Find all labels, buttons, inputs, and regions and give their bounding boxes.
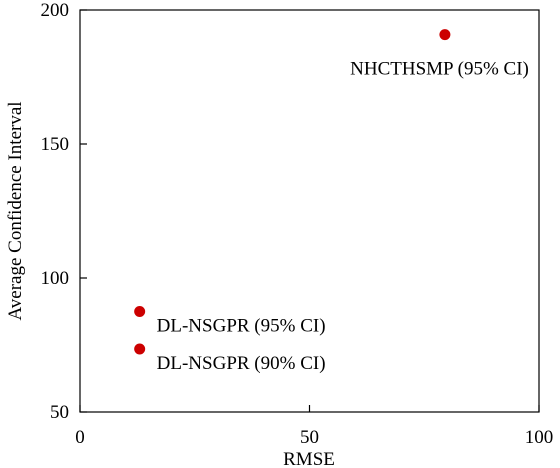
y-tick-label: 100 [41,268,70,289]
data-point [134,343,146,355]
x-axis-label: RMSE [283,449,335,468]
data-points [134,29,451,355]
point-labels: NHCTHSMP (95% CI) DL-NSGPR (95% CI) DL-NSG… [157,59,529,374]
y-axis-label: Average Confidence Interval [5,101,26,320]
x-tick-label: 100 [525,427,554,448]
data-point-label: DL-NSGPR (90% CI) [157,353,326,374]
x-tick-label: 50 [300,427,319,448]
data-point [439,29,451,41]
y-tick-label: 200 [41,0,70,21]
data-point-label: DL-NSGPR (95% CI) [157,316,326,337]
data-point [134,306,146,317]
data-point-label: NHCTHSMP (95% CI) [350,59,529,80]
axis-ticks [79,9,540,413]
y-tick-label: 150 [41,134,70,155]
y-tick-label: 50 [50,402,69,423]
x-tick-label: 0 [75,427,85,448]
tick-labels: 0 50 100 50 100 150 200 [41,0,554,448]
